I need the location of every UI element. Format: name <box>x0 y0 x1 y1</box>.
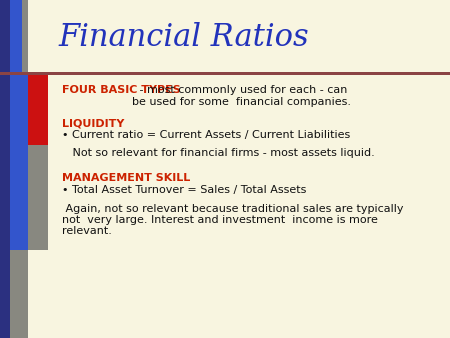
Bar <box>28 75 48 145</box>
Text: FOUR BASIC TYPES: FOUR BASIC TYPES <box>62 85 181 95</box>
Text: Again, not so relevant because traditional sales are typically: Again, not so relevant because tradition… <box>62 204 404 214</box>
Bar <box>0 72 450 75</box>
Bar <box>0 0 10 338</box>
Text: LIQUIDITY: LIQUIDITY <box>62 118 124 128</box>
Bar <box>10 75 32 250</box>
Bar <box>28 145 48 250</box>
Text: not  very large. Interest and investment  income is more: not very large. Interest and investment … <box>62 215 378 225</box>
Bar <box>10 0 28 338</box>
Text: - most commonly used for each - can: - most commonly used for each - can <box>136 85 347 95</box>
Text: relevant.: relevant. <box>62 226 112 236</box>
Bar <box>10 0 22 75</box>
Text: Financial Ratios: Financial Ratios <box>58 23 309 53</box>
Text: be used for some  financial companies.: be used for some financial companies. <box>62 97 351 107</box>
Text: Not so relevant for financial firms - most assets liquid.: Not so relevant for financial firms - mo… <box>62 148 375 158</box>
Text: • Total Asset Turnover = Sales / Total Assets: • Total Asset Turnover = Sales / Total A… <box>62 185 306 195</box>
Text: MANAGEMENT SKILL: MANAGEMENT SKILL <box>62 173 190 183</box>
Text: • Current ratio = Current Assets / Current Liabilities: • Current ratio = Current Assets / Curre… <box>62 130 350 140</box>
